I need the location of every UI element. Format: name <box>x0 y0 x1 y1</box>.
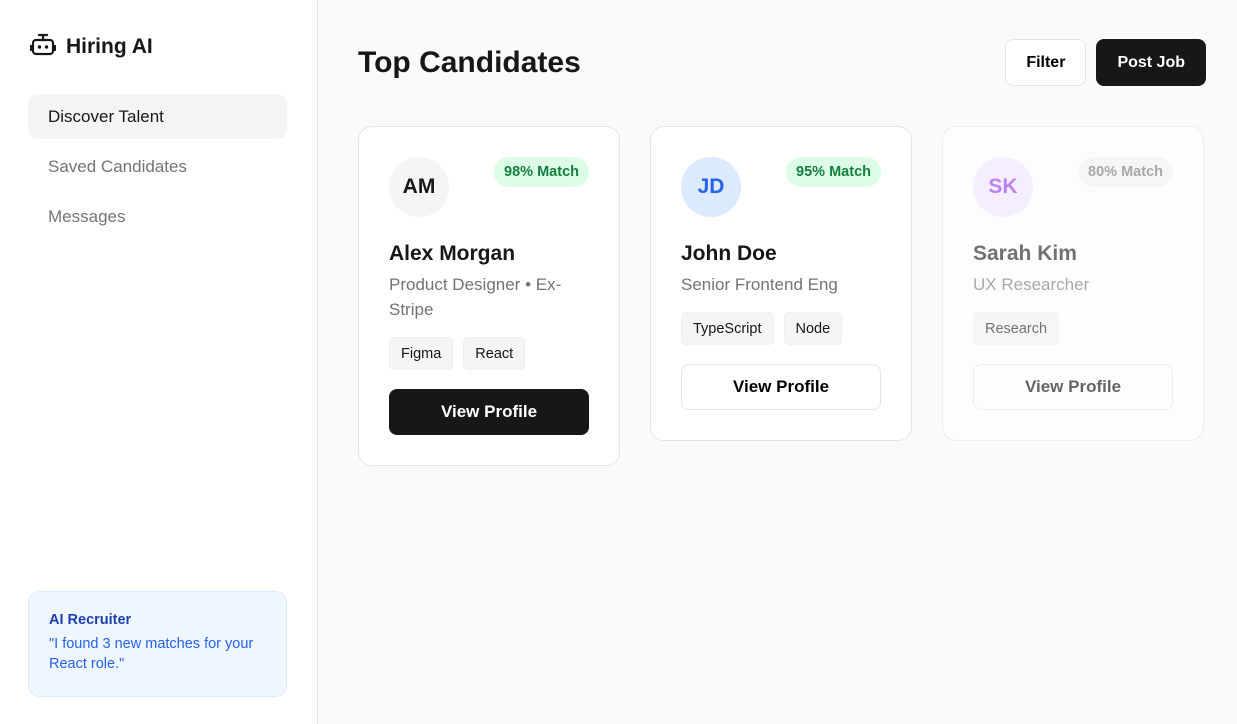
sidebar-item-messages[interactable]: Messages <box>48 206 126 226</box>
post-job-button[interactable]: Post Job <box>1096 39 1206 86</box>
filter-button[interactable]: Filter <box>1005 39 1087 86</box>
skill-tag: React <box>463 337 526 370</box>
skill-tag: Node <box>783 312 843 345</box>
sidebar-item-saved-candidates[interactable]: Saved Candidates <box>48 156 187 176</box>
skill-tags: TypeScript Node <box>681 312 881 345</box>
view-profile-button[interactable]: View Profile <box>389 389 589 435</box>
brand-title: Hiring AI <box>66 35 153 58</box>
view-profile-button[interactable]: View Profile <box>973 364 1173 410</box>
match-badge: 80% Match <box>1078 157 1173 187</box>
main-content: Top Candidates Filter Post Job AM 98% Mat… <box>318 0 1237 724</box>
sidebar-nav: Discover Talent Saved Candidates Message… <box>28 94 287 239</box>
candidate-card: SK 80% Match Sarah Kim UX Researcher Rese… <box>942 126 1204 441</box>
candidate-name: Alex Morgan <box>389 242 516 265</box>
candidate-cards: AM 98% Match Alex Morgan Product Designer… <box>358 126 1206 466</box>
avatar: JD <box>681 157 741 217</box>
candidate-role: Senior Frontend Eng <box>681 275 838 294</box>
ai-recruiter-message: "I found 3 new matches for your React ro… <box>49 636 254 672</box>
match-badge: 98% Match <box>494 157 589 187</box>
avatar: AM <box>389 157 449 217</box>
candidate-name: John Doe <box>681 242 777 265</box>
skill-tags: Research <box>973 312 1173 345</box>
candidate-role: UX Researcher <box>973 275 1090 294</box>
skill-tag: Research <box>973 312 1060 345</box>
candidate-name: Sarah Kim <box>973 242 1077 265</box>
view-profile-button[interactable]: View Profile <box>681 364 881 410</box>
ai-recruiter-panel: AI Recruiter "I found 3 new matches for … <box>28 591 287 697</box>
candidate-card: AM 98% Match Alex Morgan Product Designer… <box>358 126 620 466</box>
match-badge: 95% Match <box>786 157 881 187</box>
header: Top Candidates Filter Post Job <box>358 39 1206 86</box>
sidebar-item-discover-talent[interactable]: Discover Talent <box>28 94 287 139</box>
sidebar: Hiring AI Discover Talent Saved Candidat… <box>0 0 318 724</box>
candidate-role: Product Designer • Ex-Stripe <box>389 275 562 319</box>
skill-tag: Figma <box>389 337 454 370</box>
avatar: SK <box>973 157 1033 217</box>
skill-tags: Figma React <box>389 337 589 370</box>
page-title: Top Candidates <box>358 45 581 79</box>
candidate-card: JD 95% Match John Doe Senior Frontend Eng… <box>650 126 912 441</box>
skill-tag: TypeScript <box>681 312 774 345</box>
ai-recruiter-title: AI Recruiter <box>49 612 132 628</box>
robot-icon <box>29 32 57 62</box>
brand: Hiring AI <box>29 32 287 62</box>
